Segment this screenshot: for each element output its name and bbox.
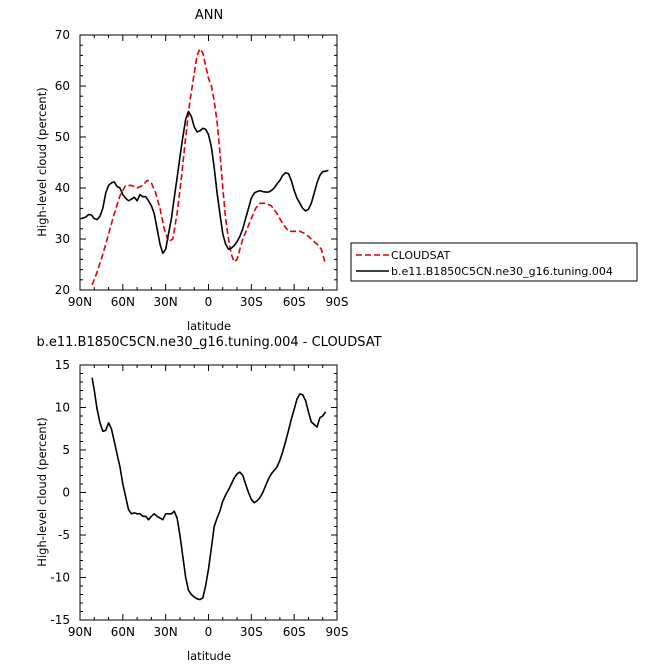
top-y-tick-label: 50 <box>55 130 70 144</box>
bottom-y-tick-label: 5 <box>62 443 70 457</box>
top-y-tick-label: 40 <box>55 181 70 195</box>
top-plot-area: 90N 60N 30N 0 30S 60S 90S 20 30 40 50 60 70 <box>55 28 349 309</box>
bottom-y-tick-label: -5 <box>58 528 70 542</box>
top-x-tick-label: 60S <box>283 295 306 309</box>
bottom-x-tick-label: 90N <box>68 625 92 639</box>
top-x-tick-label: 60N <box>111 295 135 309</box>
bottom-y-tick-label: -10 <box>50 571 70 585</box>
top-x-tick-label: 30N <box>154 295 178 309</box>
legend-label-model: b.e11.B1850C5CN.ne30_g16.tuning.004 <box>391 265 613 278</box>
top-x-tick-label: 30S <box>240 295 263 309</box>
top-x-tick-label: 90N <box>68 295 92 309</box>
bottom-y-tick-label: 15 <box>55 358 70 372</box>
top-y-tick-label: 30 <box>55 232 70 246</box>
top-x-axis-label: latitude <box>187 319 231 333</box>
bottom-x-tick-label: 90S <box>326 625 349 639</box>
top-y-tick-label: 70 <box>55 28 70 42</box>
top-series-line-0 <box>91 47 326 286</box>
top-x-tick-label: 90S <box>326 295 349 309</box>
legend-box <box>350 242 638 282</box>
top-plot-frame <box>79 34 338 291</box>
bottom-y-tick-label: 10 <box>55 401 70 415</box>
bottom-plot-frame <box>79 364 338 621</box>
bottom-y-tick-label: 0 <box>62 486 70 500</box>
top-y-tick-label: 60 <box>55 79 70 93</box>
top-panel: ANN 90N 60N 30N 0 30S 60S 90S 20 30 40 50 60 70 High… <box>35 8 638 333</box>
bottom-x-tick-label: 60N <box>111 625 135 639</box>
bottom-x-tick-label: 30S <box>240 625 263 639</box>
bottom-x-axis-label: latitude <box>187 649 231 663</box>
top-series-line-1 <box>81 110 329 255</box>
legend: CLOUDSAT b.e11.B1850C5CN.ne30_g16.tuning… <box>350 242 638 282</box>
top-x-tick-label: 0 <box>205 295 213 309</box>
bottom-x-tick-label: 30N <box>154 625 178 639</box>
bottom-x-tick-label: 60S <box>283 625 306 639</box>
top-y-tick-label: 20 <box>55 283 70 297</box>
top-chart-title: ANN <box>195 8 223 23</box>
bottom-y-tick-label: -15 <box>50 613 70 627</box>
bottom-y-axis-label: High-level cloud (percent) <box>35 417 49 566</box>
legend-label-cloudsat: CLOUDSAT <box>391 249 450 262</box>
bottom-panel: b.e11.B1850C5CN.ne30_g16.tuning.004 - CL… <box>35 335 382 663</box>
bottom-chart-title: b.e11.B1850C5CN.ne30_g16.tuning.004 - CL… <box>36 335 381 350</box>
bottom-plot-area: 90N 60N 30N 0 30S 60S 90S -15 -10 -5 0 5 10 15 <box>50 358 348 639</box>
bottom-series-line-0 <box>91 377 327 601</box>
bottom-x-tick-label: 0 <box>205 625 213 639</box>
top-y-axis-label: High-level cloud (percent) <box>35 87 49 236</box>
